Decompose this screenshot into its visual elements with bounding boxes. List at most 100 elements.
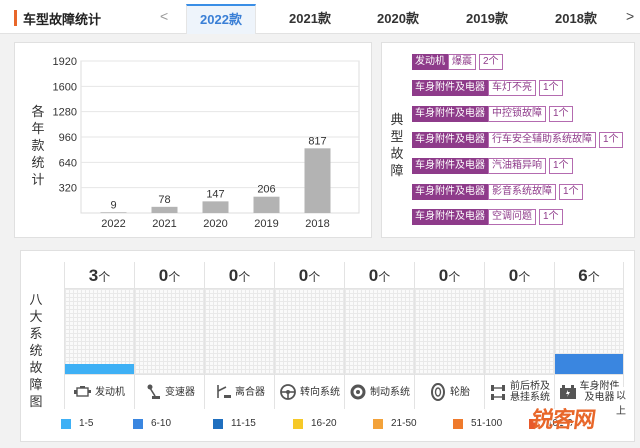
systems-label-char: 图 xyxy=(29,394,43,409)
legend-swatch xyxy=(373,418,383,429)
system-count-unit: 个 xyxy=(378,270,391,284)
system-column-brakes[interactable]: 0个 制动系统 xyxy=(344,262,414,409)
system-count-value: 0 xyxy=(368,266,379,285)
system-label: 车身附件 及电器 xyxy=(555,374,623,409)
system-name: 变速器 xyxy=(165,387,195,398)
chart-bar xyxy=(151,206,178,213)
fault-name: 影音系统故障 xyxy=(488,184,556,200)
system-bar-area xyxy=(135,289,204,374)
system-column-body-electrics[interactable]: 6个 车身附件 及电器 xyxy=(554,262,624,409)
systems-label-char: 八 xyxy=(29,292,43,307)
legend-item: 6-10 xyxy=(133,418,213,429)
fault-name: 爆震 xyxy=(448,54,476,70)
fault-category: 车身附件及电器 xyxy=(412,158,488,174)
fault-tag[interactable]: 车身附件及电器 影音系统故障 1个 xyxy=(412,184,583,200)
system-column-engine[interactable]: 3个 发动机 xyxy=(64,262,134,409)
system-count-value: 0 xyxy=(508,266,519,285)
system-column-tires[interactable]: 0个 轮胎 xyxy=(414,262,484,409)
gear-shift-icon xyxy=(144,383,162,401)
legend-item: 101-3 xyxy=(529,418,589,429)
system-count-value: 0 xyxy=(298,266,309,285)
system-name-line: 及电器 xyxy=(584,392,615,403)
system-name: 制动系统 xyxy=(370,387,410,398)
fault-name: 行车安全辅助系统故障 xyxy=(488,132,596,148)
chart-label-char: 统 xyxy=(31,155,45,170)
system-label: 变速器 xyxy=(135,374,204,409)
fault-category: 车身附件及电器 xyxy=(412,184,488,200)
system-count-value: 0 xyxy=(158,266,169,285)
faults-label-char: 典 xyxy=(390,112,404,127)
system-name-line: 离合器 xyxy=(235,386,265,398)
faults-label-char: 障 xyxy=(390,163,404,178)
fault-tag[interactable]: 车身附件及电器 汽油箱异响 1个 xyxy=(412,158,573,174)
legend-item: 11-15 xyxy=(213,418,293,429)
system-bar-area xyxy=(275,289,344,374)
chart-x-tick-label: 2020 xyxy=(203,218,227,230)
chart-y-tick-label: 320 xyxy=(59,183,77,195)
system-count-unit: 个 xyxy=(238,270,251,284)
system-name-line: 悬挂系统 xyxy=(510,392,550,403)
systems-label-char: 系 xyxy=(29,326,43,341)
legend-label: 51-100 xyxy=(471,418,503,429)
legend-swatch xyxy=(133,418,143,429)
eight-systems-panel: 八 大 系 统 故 障 图 3个 发动机 0个 变速器 0个 xyxy=(20,250,635,442)
system-count: 0个 xyxy=(205,262,274,289)
system-count-unit: 个 xyxy=(308,270,321,284)
system-column-suspension[interactable]: 0个 前后桥及 悬挂系统 xyxy=(484,262,554,409)
system-label: 转向系统 xyxy=(275,374,344,409)
system-count: 6个 xyxy=(555,262,623,289)
tab-2021[interactable]: 2021款 xyxy=(289,11,331,26)
system-count-unit: 个 xyxy=(98,270,111,284)
system-label: 前后桥及 悬挂系统 xyxy=(485,374,554,409)
system-bar-area xyxy=(205,289,274,374)
system-label: 离合器 xyxy=(205,374,274,409)
tab-2022[interactable]: 2022款 xyxy=(186,4,256,34)
system-count: 0个 xyxy=(275,262,344,289)
system-name: 离合器 xyxy=(235,387,265,398)
system-label: 制动系统 xyxy=(345,374,414,409)
fault-count: 1个 xyxy=(599,132,623,148)
system-column-steering[interactable]: 0个 转向系统 xyxy=(274,262,344,409)
system-count-unit: 个 xyxy=(448,270,461,284)
fault-count: 1个 xyxy=(559,184,583,200)
system-count-value: 0 xyxy=(228,266,239,285)
fault-tag[interactable]: 车身附件及电器 中控锁故障 1个 xyxy=(412,106,573,122)
system-name: 前后桥及 悬挂系统 xyxy=(510,381,550,403)
legend-label: 11-15 xyxy=(231,418,256,429)
chart-x-tick-label: 2019 xyxy=(254,218,278,230)
tab-2019[interactable]: 2019款 xyxy=(466,11,508,26)
fault-tag[interactable]: 车身附件及电器 车灯不亮 1个 xyxy=(412,80,563,96)
chart-value-label: 78 xyxy=(158,194,170,206)
system-bar-area xyxy=(555,289,623,374)
systems-label-char: 大 xyxy=(29,309,43,324)
prev-tab-arrow-icon[interactable]: < xyxy=(160,8,169,24)
system-count-unit: 个 xyxy=(587,270,600,284)
system-count-unit: 个 xyxy=(168,270,181,284)
yearly-bar-chart: 320 640 960 1280 1600 1920 9 2022 78 2021 147 2020 2… xyxy=(53,56,360,230)
engine-icon xyxy=(74,383,92,401)
legend-label: 6-10 xyxy=(151,418,172,429)
tab-2020[interactable]: 2020款 xyxy=(377,11,419,26)
fault-tag[interactable]: 车身附件及电器 行车安全辅助系统故障 1个 xyxy=(412,132,623,148)
chart-bar xyxy=(253,196,280,213)
system-name-line: 发动机 xyxy=(95,386,125,398)
system-column-transmission[interactable]: 0个 变速器 xyxy=(134,262,204,409)
legend-label: 16-20 xyxy=(311,418,337,429)
chart-label-char: 计 xyxy=(31,172,45,187)
fault-category: 车身附件及电器 xyxy=(412,209,488,225)
chart-value-label: 9 xyxy=(110,199,116,211)
system-name-line: 变速器 xyxy=(165,386,195,398)
tab-2018[interactable]: 2018款 xyxy=(555,11,597,26)
chart-label-char: 年 xyxy=(31,121,45,136)
fault-tag[interactable]: 发动机 爆震 2个 xyxy=(412,54,503,70)
chart-x-tick-label: 2018 xyxy=(305,218,329,230)
fault-tag[interactable]: 车身附件及电器 空调问题 1个 xyxy=(412,209,563,225)
fault-count: 1个 xyxy=(549,158,573,174)
chart-vertical-label: 各 年 款 统 计 xyxy=(31,103,45,188)
system-level-bar xyxy=(555,353,623,374)
system-name-line: 轮胎 xyxy=(450,386,470,398)
next-tab-arrow-icon[interactable]: > xyxy=(626,8,635,24)
system-column-clutch[interactable]: 0个 离合器 xyxy=(204,262,274,409)
steering-wheel-icon xyxy=(279,383,297,401)
chart-bar xyxy=(100,212,127,213)
